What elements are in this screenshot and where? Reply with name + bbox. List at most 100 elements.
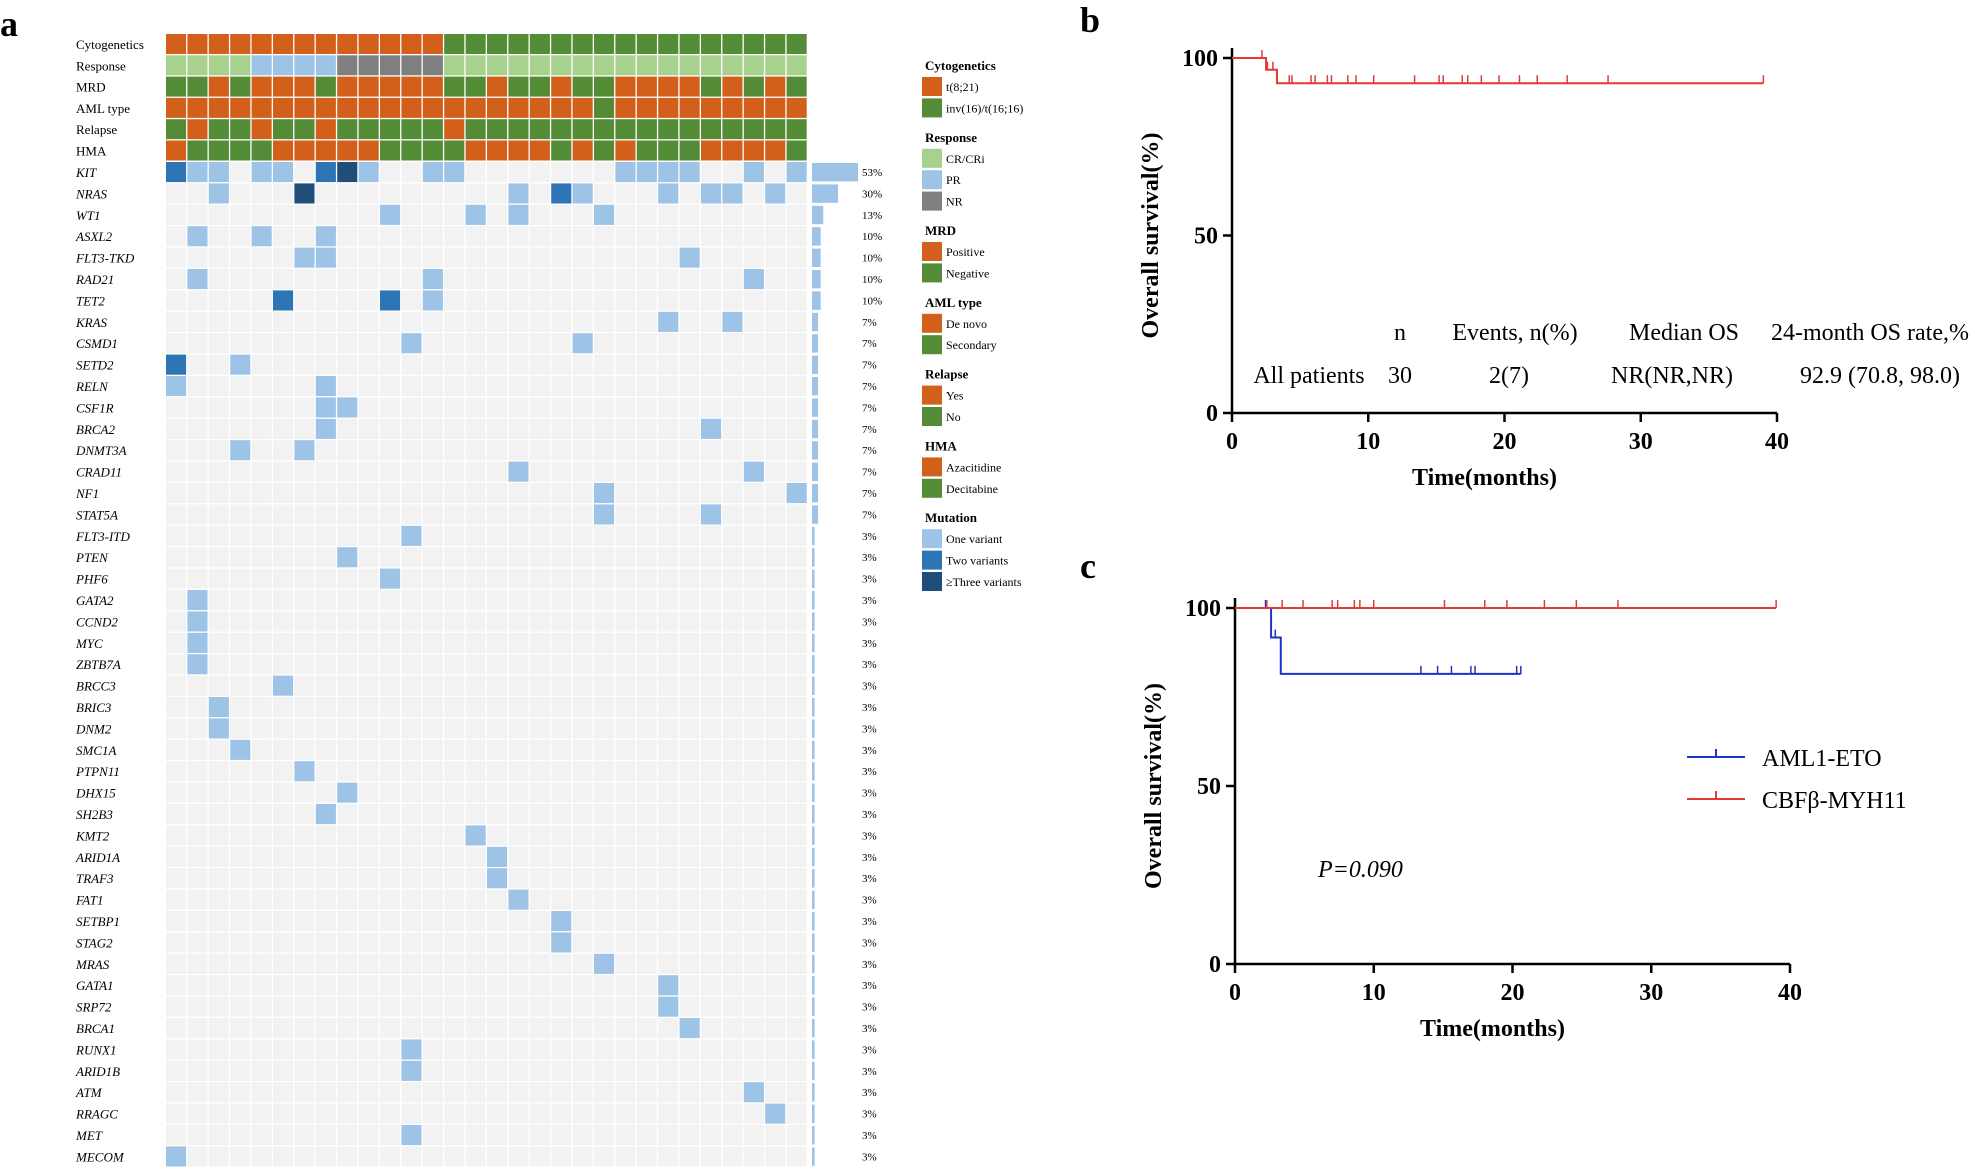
- empty-cell: [166, 654, 187, 675]
- table-header-median-os: Median OS: [1629, 320, 1739, 346]
- annotation-cell: [251, 119, 272, 140]
- x-tick-label: 10: [1362, 980, 1386, 1006]
- empty-cell: [208, 290, 229, 311]
- annotation-cell: [251, 34, 272, 54]
- annotation-cell: [230, 76, 251, 97]
- empty-cell: [701, 269, 722, 290]
- empty-cell: [529, 1018, 550, 1039]
- empty-cell: [380, 804, 401, 825]
- empty-cell: [380, 354, 401, 375]
- empty-cell: [765, 1039, 786, 1060]
- empty-cell: [230, 376, 251, 397]
- empty-cell: [251, 611, 272, 632]
- empty-cell: [743, 782, 764, 803]
- annotation-cell: [572, 119, 593, 140]
- empty-cell: [422, 804, 443, 825]
- empty-cell: [529, 483, 550, 504]
- annotation-cell: [251, 97, 272, 118]
- gene-label: MECOM: [75, 1149, 125, 1164]
- empty-cell: [551, 654, 572, 675]
- empty-cell: [572, 590, 593, 611]
- empty-cell: [465, 247, 486, 268]
- empty-cell: [594, 1103, 615, 1124]
- empty-cell: [230, 290, 251, 311]
- empty-cell: [487, 1146, 508, 1167]
- empty-cell: [786, 269, 807, 290]
- annotation-cell: [422, 76, 443, 97]
- empty-cell: [615, 376, 636, 397]
- empty-cell: [487, 504, 508, 525]
- empty-cell: [658, 825, 679, 846]
- empty-cell: [251, 354, 272, 375]
- empty-cell: [208, 461, 229, 482]
- empty-cell: [529, 697, 550, 718]
- empty-cell: [508, 440, 529, 461]
- empty-cell: [444, 932, 465, 953]
- annotation-cell: [380, 55, 401, 76]
- empty-cell: [786, 504, 807, 525]
- empty-cell: [315, 1146, 336, 1167]
- empty-cell: [658, 247, 679, 268]
- empty-cell: [187, 461, 208, 482]
- empty-cell: [701, 568, 722, 589]
- annotation-cell: [508, 34, 529, 54]
- empty-cell: [208, 889, 229, 910]
- empty-cell: [572, 632, 593, 653]
- empty-cell: [658, 590, 679, 611]
- empty-cell: [658, 1082, 679, 1103]
- empty-cell: [208, 590, 229, 611]
- empty-cell: [187, 1146, 208, 1167]
- annotation-cell: [487, 119, 508, 140]
- empty-cell: [743, 204, 764, 225]
- legend-item-label: ≥Three variants: [946, 575, 1022, 589]
- empty-cell: [765, 525, 786, 546]
- empty-cell: [187, 204, 208, 225]
- mutation-cell: [251, 226, 272, 247]
- empty-cell: [358, 911, 379, 932]
- empty-cell: [679, 590, 700, 611]
- gene-label: STAT5A: [76, 507, 118, 522]
- empty-cell: [208, 1146, 229, 1167]
- empty-cell: [658, 333, 679, 354]
- empty-cell: [786, 525, 807, 546]
- empty-cell: [615, 889, 636, 910]
- empty-cell: [551, 739, 572, 760]
- empty-cell: [529, 846, 550, 867]
- empty-cell: [529, 418, 550, 439]
- empty-cell: [422, 461, 443, 482]
- empty-cell: [701, 1146, 722, 1167]
- empty-cell: [315, 782, 336, 803]
- empty-cell: [701, 868, 722, 889]
- empty-cell: [679, 1125, 700, 1146]
- empty-cell: [358, 1146, 379, 1167]
- empty-cell: [658, 782, 679, 803]
- empty-cell: [508, 632, 529, 653]
- empty-cell: [487, 397, 508, 418]
- empty-cell: [251, 504, 272, 525]
- annotation-cell: [187, 55, 208, 76]
- empty-cell: [337, 996, 358, 1017]
- annotation-cell: [315, 140, 336, 161]
- empty-cell: [444, 654, 465, 675]
- empty-cell: [508, 697, 529, 718]
- legend-swatch: [922, 550, 942, 570]
- empty-cell: [230, 889, 251, 910]
- empty-cell: [294, 932, 315, 953]
- empty-cell: [658, 868, 679, 889]
- empty-cell: [636, 889, 657, 910]
- empty-cell: [166, 568, 187, 589]
- annotation-cell: [401, 76, 422, 97]
- empty-cell: [251, 932, 272, 953]
- empty-cell: [358, 718, 379, 739]
- empty-cell: [786, 397, 807, 418]
- mutation-cell: [701, 504, 722, 525]
- empty-cell: [166, 1018, 187, 1039]
- empty-cell: [508, 525, 529, 546]
- empty-cell: [444, 590, 465, 611]
- empty-cell: [701, 547, 722, 568]
- empty-cell: [551, 996, 572, 1017]
- x-tick-label: 10: [1356, 429, 1380, 455]
- empty-cell: [401, 761, 422, 782]
- gene-label: DNM2: [75, 721, 112, 736]
